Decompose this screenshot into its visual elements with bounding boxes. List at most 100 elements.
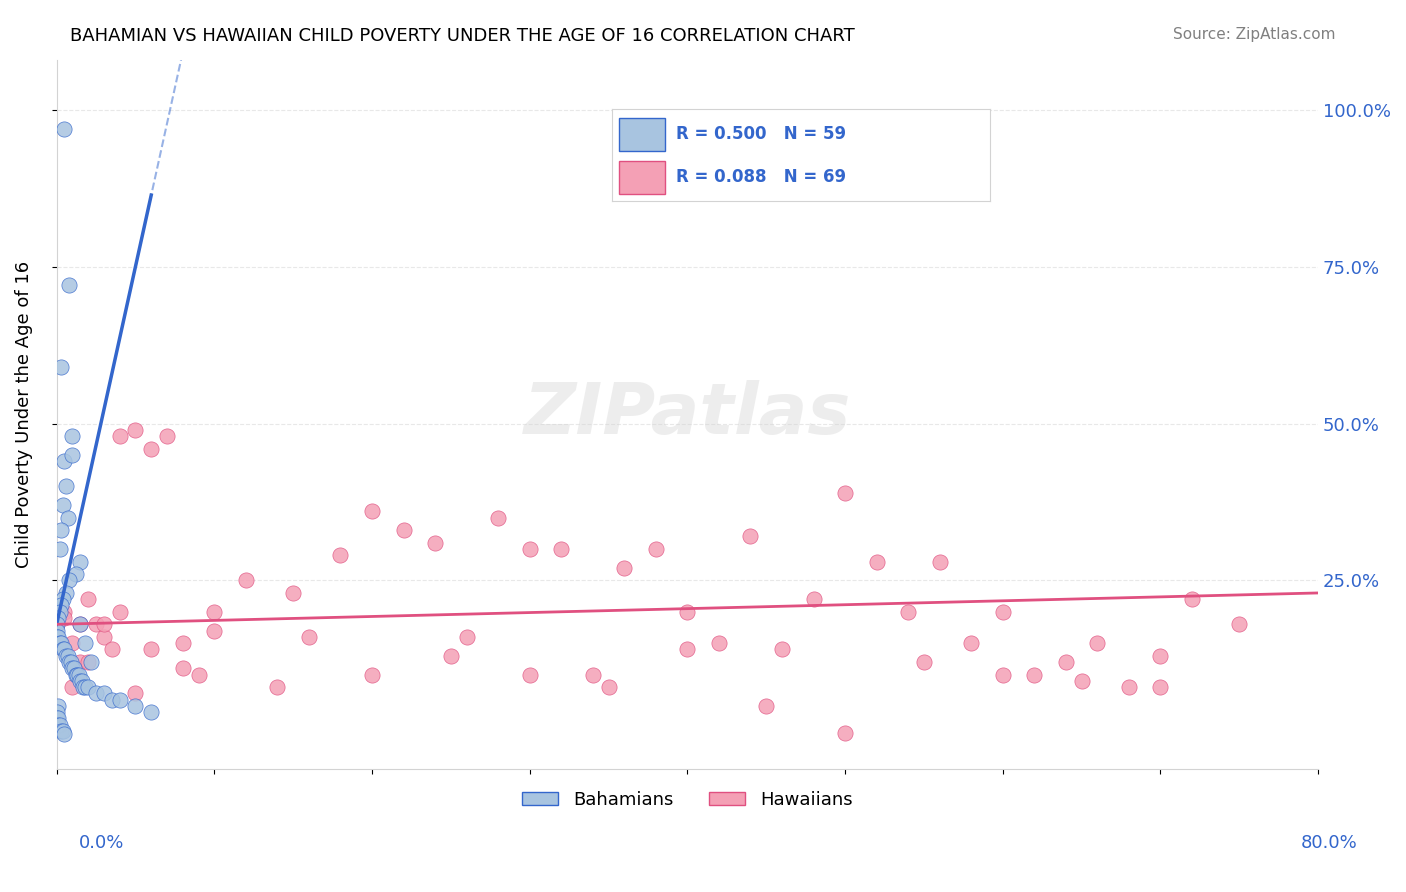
Point bbox=[58, 574, 80, 588]
Point bbox=[70, 673, 93, 688]
Point bbox=[93, 686, 115, 700]
Point bbox=[486, 510, 509, 524]
Point bbox=[124, 698, 146, 713]
Point bbox=[101, 642, 124, 657]
Point bbox=[124, 686, 146, 700]
Point bbox=[80, 655, 103, 669]
Point bbox=[803, 592, 825, 607]
Point bbox=[53, 642, 76, 657]
Point bbox=[519, 667, 541, 681]
Point bbox=[124, 423, 146, 437]
Point bbox=[834, 726, 856, 740]
Point bbox=[51, 360, 73, 375]
Point bbox=[51, 636, 73, 650]
Point bbox=[644, 542, 666, 557]
Point bbox=[77, 592, 100, 607]
Point bbox=[60, 636, 83, 650]
Point bbox=[613, 561, 636, 575]
Point bbox=[108, 605, 131, 619]
Point bbox=[65, 667, 87, 681]
Point bbox=[991, 667, 1014, 681]
Point bbox=[60, 448, 83, 462]
Point bbox=[51, 599, 73, 613]
Point bbox=[298, 630, 321, 644]
Point bbox=[834, 485, 856, 500]
Point bbox=[93, 630, 115, 644]
Point bbox=[49, 542, 72, 557]
Point bbox=[897, 605, 920, 619]
Point bbox=[1149, 680, 1171, 694]
Point bbox=[361, 667, 384, 681]
Point bbox=[141, 642, 163, 657]
Point bbox=[141, 442, 163, 456]
Point bbox=[60, 680, 83, 694]
Point bbox=[53, 605, 76, 619]
Point bbox=[53, 454, 76, 468]
Point bbox=[53, 727, 76, 741]
Point bbox=[53, 121, 76, 136]
Point bbox=[1085, 636, 1108, 650]
Point bbox=[519, 542, 541, 557]
Point bbox=[101, 692, 124, 706]
Point bbox=[281, 586, 304, 600]
Point bbox=[45, 711, 67, 725]
Point bbox=[1181, 592, 1204, 607]
Text: BAHAMIAN VS HAWAIIAN CHILD POVERTY UNDER THE AGE OF 16 CORRELATION CHART: BAHAMIAN VS HAWAIIAN CHILD POVERTY UNDER… bbox=[70, 27, 855, 45]
Point bbox=[46, 717, 69, 731]
Point bbox=[960, 636, 983, 650]
Point bbox=[55, 586, 77, 600]
Point bbox=[928, 555, 950, 569]
Point bbox=[69, 555, 91, 569]
Point bbox=[52, 592, 75, 607]
Point bbox=[49, 636, 72, 650]
Point bbox=[156, 429, 179, 443]
Point bbox=[172, 636, 194, 650]
Point bbox=[46, 711, 69, 725]
Point bbox=[1070, 673, 1092, 688]
Legend: Bahamians, Hawaiians: Bahamians, Hawaiians bbox=[515, 784, 859, 816]
Point bbox=[740, 529, 762, 543]
Point bbox=[55, 648, 77, 663]
Point bbox=[56, 510, 79, 524]
Point bbox=[46, 611, 69, 625]
Point bbox=[598, 680, 620, 694]
Point bbox=[172, 661, 194, 675]
Point bbox=[456, 630, 478, 644]
Text: 80.0%: 80.0% bbox=[1301, 834, 1357, 852]
Point bbox=[45, 705, 67, 719]
Point bbox=[202, 605, 225, 619]
Point bbox=[59, 655, 82, 669]
Point bbox=[67, 667, 90, 681]
Point bbox=[141, 705, 163, 719]
Point bbox=[51, 723, 73, 738]
Text: ZIPatlas: ZIPatlas bbox=[523, 380, 851, 449]
Point bbox=[58, 278, 80, 293]
Point bbox=[73, 680, 96, 694]
Point bbox=[69, 617, 91, 632]
Text: 0.0%: 0.0% bbox=[79, 834, 124, 852]
Point bbox=[1118, 680, 1140, 694]
Point bbox=[45, 617, 67, 632]
Point bbox=[72, 680, 94, 694]
Point bbox=[84, 617, 107, 632]
Point bbox=[77, 680, 100, 694]
Point bbox=[1149, 648, 1171, 663]
Point bbox=[69, 673, 91, 688]
Point bbox=[912, 655, 935, 669]
Point bbox=[65, 567, 87, 582]
Point bbox=[69, 655, 91, 669]
Point bbox=[46, 630, 69, 644]
Point bbox=[49, 605, 72, 619]
Point bbox=[202, 624, 225, 638]
Point bbox=[46, 698, 69, 713]
Point bbox=[392, 523, 415, 537]
Point bbox=[58, 655, 80, 669]
Point bbox=[707, 636, 730, 650]
Point bbox=[52, 642, 75, 657]
Point bbox=[361, 504, 384, 518]
Point bbox=[755, 698, 778, 713]
Point bbox=[676, 605, 699, 619]
Point bbox=[235, 574, 257, 588]
Point bbox=[108, 692, 131, 706]
Point bbox=[582, 667, 605, 681]
